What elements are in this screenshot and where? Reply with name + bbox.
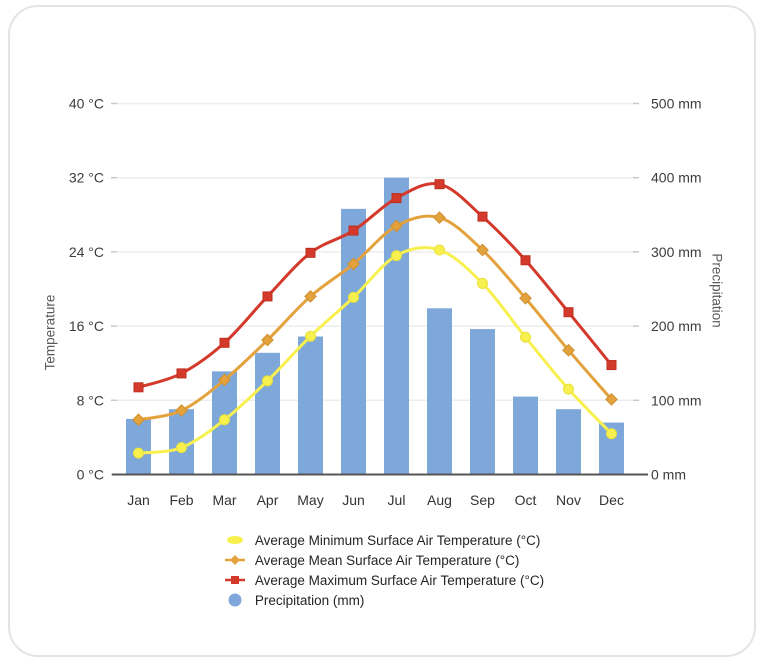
right-axis-tick-label: 300 mm <box>651 244 702 260</box>
mean-temp-point-marker <box>261 333 274 347</box>
legend-item-max-temperature[interactable]: Average Maximum Surface Air Temperature … <box>224 570 544 590</box>
min-temp-point-marker <box>305 330 316 342</box>
precipitation-bar <box>427 308 452 475</box>
mean-temp-point-marker <box>390 219 403 233</box>
left-axis-tick-label: 16 °C <box>69 318 104 334</box>
max-temp-point-marker <box>477 211 488 222</box>
max-temp-point-marker <box>606 360 617 371</box>
min-temp-point-marker <box>520 331 531 343</box>
max-temp-point-marker <box>563 307 574 318</box>
left-axis-title: Temperature <box>42 294 58 371</box>
precipitation-bar <box>470 329 495 475</box>
min-temperature-legend-icon <box>224 535 246 545</box>
max-temp-point-marker <box>219 337 230 348</box>
mean-temp-point-marker <box>218 373 231 387</box>
min-temp-point-marker <box>219 414 230 426</box>
max-temperature-legend-icon <box>224 574 246 586</box>
mean-temperature-legend-icon <box>224 554 246 566</box>
min-temp-point-marker <box>391 250 402 262</box>
max-temp-point-marker <box>305 247 316 258</box>
right-axis-tick-label: 200 mm <box>651 318 702 334</box>
left-axis-tick-label: 8 °C <box>77 392 104 408</box>
precipitation-legend-icon <box>224 593 246 607</box>
precipitation-bar <box>169 409 194 475</box>
chart-card <box>8 5 756 657</box>
max-temp-point-marker <box>348 225 359 236</box>
min-temp-point-marker <box>606 428 617 440</box>
min-temp-point-marker <box>262 375 273 387</box>
legend-item-mean-temperature[interactable]: Average Mean Surface Air Temperature (°C… <box>224 550 544 570</box>
max-temp-point-marker <box>391 193 402 204</box>
left-axis-tick-label: 40 °C <box>69 96 104 112</box>
min-temp-point-marker <box>176 442 187 454</box>
mean-temp-point-marker <box>562 343 575 357</box>
month-label: Jan <box>127 492 150 508</box>
min-temp-point-marker <box>434 244 445 256</box>
min-temp-point-marker <box>563 383 574 395</box>
max-temp-point-marker <box>133 382 144 393</box>
month-label: Jun <box>342 492 365 508</box>
legend-item-min-temperature[interactable]: Average Minimum Surface Air Temperature … <box>224 530 544 550</box>
precipitation-bar <box>126 418 151 475</box>
chart-legend: Average Minimum Surface Air Temperature … <box>0 530 768 610</box>
left-axis-tick-label: 32 °C <box>69 170 104 186</box>
legend-label: Average Mean Surface Air Temperature (°C… <box>254 552 520 568</box>
month-label: Mar <box>212 492 236 508</box>
max-temp-point-marker <box>520 255 531 266</box>
precipitation-bar <box>513 396 538 475</box>
legend-label: Precipitation (mm) <box>254 592 365 608</box>
min-temp-point-marker <box>348 291 359 303</box>
month-label: Oct <box>515 492 537 508</box>
month-label: Sep <box>470 492 495 508</box>
precipitation-bar <box>298 336 323 475</box>
max-temp-point-marker <box>262 291 273 302</box>
legend-item-precipitation[interactable]: Precipitation (mm) <box>224 590 544 610</box>
month-label: Apr <box>257 492 279 508</box>
precipitation-bar <box>341 208 366 475</box>
month-label: Feb <box>169 492 193 508</box>
mean-temp-point-marker <box>519 291 532 305</box>
right-axis-tick-label: 0 mm <box>651 467 686 483</box>
mean-temp-point-marker <box>476 243 489 257</box>
right-axis-title: Precipitation <box>709 253 725 328</box>
month-label: Dec <box>599 492 624 508</box>
left-axis-tick-label: 24 °C <box>69 244 104 260</box>
right-axis-tick-label: 500 mm <box>651 96 702 112</box>
month-label: Aug <box>427 492 452 508</box>
mean-temp-point-marker <box>347 257 360 271</box>
min-temp-point-marker <box>133 447 144 459</box>
left-axis-tick-label: 0 °C <box>77 467 104 483</box>
month-label: Jul <box>388 492 406 508</box>
month-label: Nov <box>556 492 581 508</box>
max-temp-point-marker <box>176 368 187 379</box>
mean-temp-point-marker <box>132 413 145 427</box>
min-temp-point-marker <box>477 277 488 289</box>
mean-temp-point-marker <box>605 393 618 406</box>
precipitation-bar <box>556 409 581 475</box>
mean-temp-point-marker <box>304 290 317 303</box>
legend-label: Average Minimum Surface Air Temperature … <box>254 532 541 548</box>
mean-temp-point-marker <box>175 404 188 417</box>
right-axis-tick-label: 400 mm <box>651 170 702 186</box>
max-temp-point-marker <box>434 179 445 190</box>
legend-label: Average Maximum Surface Air Temperature … <box>254 572 545 588</box>
right-axis-tick-label: 100 mm <box>651 392 702 408</box>
temperature-line-diamond <box>137 214 613 422</box>
month-label: May <box>297 492 323 508</box>
mean-temp-point-marker <box>433 211 446 224</box>
